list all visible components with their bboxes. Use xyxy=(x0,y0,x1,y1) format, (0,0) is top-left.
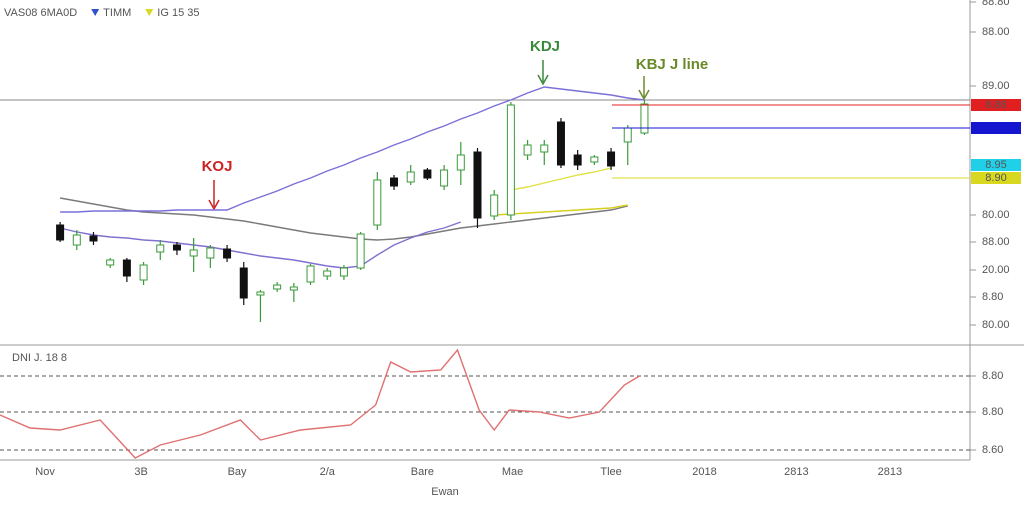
candle-body xyxy=(640,103,649,134)
candle-body xyxy=(540,144,549,153)
candle-body xyxy=(89,235,98,242)
x-tick-label: 3B xyxy=(134,466,147,478)
legend-entry: IG 15 35 xyxy=(157,7,199,19)
candle-body xyxy=(423,169,432,179)
price-marker-label: 8.86 xyxy=(985,99,1006,111)
line xyxy=(0,348,640,459)
candle-body xyxy=(172,244,181,251)
x-tick-label: Bare xyxy=(411,466,434,478)
y-tick-label: 8.60 xyxy=(982,444,1003,456)
line xyxy=(59,221,462,269)
x-tick-label: Bay xyxy=(228,466,247,478)
candle-body xyxy=(122,259,131,277)
legend-swatch xyxy=(145,9,154,16)
candle-body xyxy=(106,259,115,266)
candle-body xyxy=(206,247,215,259)
price-marker xyxy=(971,122,1021,134)
candle-body xyxy=(323,270,332,277)
candle-body xyxy=(607,151,616,167)
y-tick-label: 88.00 xyxy=(982,236,1010,248)
annotation: KBJ J line xyxy=(636,56,709,73)
candle-body xyxy=(72,234,81,246)
x-tick-label: 2813 xyxy=(784,466,808,478)
annotation: KOJ xyxy=(202,158,233,175)
candle-body xyxy=(156,244,165,253)
y-tick-label: 89.00 xyxy=(982,80,1010,92)
line xyxy=(510,167,612,191)
line xyxy=(494,204,628,216)
arrow-head xyxy=(638,89,650,101)
x-tick-label: Tlee xyxy=(600,466,621,478)
candle-body xyxy=(573,154,582,166)
line xyxy=(59,197,628,241)
candle-body xyxy=(506,104,515,216)
candle-body xyxy=(289,286,298,291)
y-tick-label: 20.00 xyxy=(982,264,1010,276)
y-tick-label: 88.80 xyxy=(982,0,1010,8)
price-marker xyxy=(971,99,1021,111)
legend-entry: TIMM xyxy=(103,7,131,19)
candle-body xyxy=(440,169,449,187)
candle-body xyxy=(139,264,148,281)
candle-body xyxy=(223,248,232,259)
y-tick-label: 8.80 xyxy=(982,406,1003,418)
x-tick-label: Mae xyxy=(502,466,523,478)
price-marker-label: 8.95 xyxy=(985,159,1006,171)
candle-body xyxy=(339,267,348,277)
candle-body xyxy=(306,265,315,283)
price-marker-label: 8.90 xyxy=(985,172,1006,184)
candle-body xyxy=(623,127,632,143)
y-tick-label: 80.00 xyxy=(982,209,1010,221)
arrow-head xyxy=(537,74,549,86)
legend-swatch xyxy=(91,9,100,16)
candle-body xyxy=(256,291,265,296)
candle-body xyxy=(590,156,599,163)
price-marker xyxy=(971,159,1021,171)
x-tick-label: 2018 xyxy=(692,466,716,478)
candle-body xyxy=(273,284,282,290)
candle-body xyxy=(390,177,399,187)
candle-body xyxy=(373,179,382,226)
y-tick-label: 80.00 xyxy=(982,319,1010,331)
candle-body xyxy=(473,151,482,219)
candle-body xyxy=(356,233,365,269)
candle-body xyxy=(523,144,532,156)
annotation: KDJ xyxy=(530,38,560,55)
candle-body xyxy=(239,267,248,299)
candle-body xyxy=(456,154,465,171)
pane-title: DNI J. 18 8 xyxy=(12,352,67,364)
candle-body xyxy=(490,194,499,217)
x-tick-label: 2/a xyxy=(320,466,336,478)
candle-body xyxy=(189,249,198,257)
x-tick-label: Nov xyxy=(35,466,55,478)
candle-body xyxy=(56,224,65,241)
arrow-head xyxy=(208,199,220,211)
price-marker xyxy=(971,172,1021,184)
y-tick-label: 88.00 xyxy=(982,26,1010,38)
candle-body xyxy=(556,121,565,166)
line xyxy=(60,86,645,213)
y-tick-label: 8.80 xyxy=(982,370,1003,382)
candle-body xyxy=(406,171,415,183)
x-axis-title: Ewan xyxy=(431,486,459,498)
y-tick-label: 8.80 xyxy=(982,291,1003,303)
legend-entry: VAS08 6MA0D xyxy=(4,7,77,19)
x-tick-label: 2813 xyxy=(878,466,902,478)
